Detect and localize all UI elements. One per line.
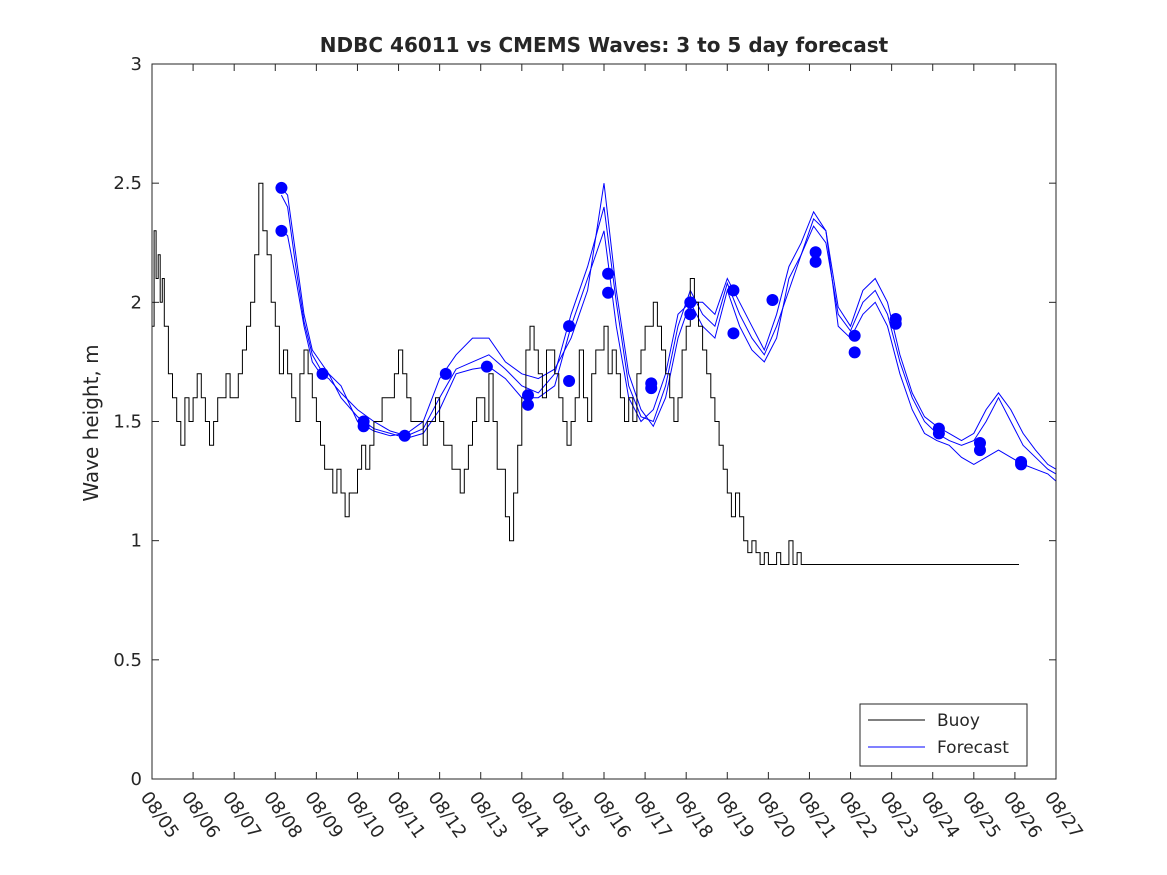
forecast-marker (521, 398, 534, 411)
y-tick-label: 1 (131, 531, 142, 552)
marker-layer (275, 181, 1028, 471)
forecast-marker (521, 389, 534, 402)
forecast-marker (602, 267, 615, 280)
forecast-marker (1015, 458, 1028, 471)
forecast-marker (684, 296, 697, 309)
forecast-marker (809, 246, 822, 259)
legend: Buoy Forecast (859, 703, 1028, 767)
legend-buoy-label: Buoy (937, 711, 980, 731)
forecast-marker (563, 374, 576, 387)
forecast-marker (889, 317, 902, 330)
forecast-marker (316, 367, 329, 380)
y-tick-label: 1.5 (113, 412, 142, 433)
forecast-marker (357, 420, 370, 433)
forecast-marker (932, 427, 945, 440)
forecast-marker (973, 444, 986, 457)
y-tick-label: 0.5 (113, 650, 142, 671)
forecast-marker (602, 286, 615, 299)
forecast-marker (727, 327, 740, 340)
buoy-line (152, 182, 1019, 565)
forecast-marker (848, 329, 861, 342)
y-tick-label: 2 (131, 292, 142, 313)
forecast-marker (398, 429, 411, 442)
forecast-marker (645, 382, 658, 395)
y-tick-label: 2.5 (113, 173, 142, 194)
y-tick-label: 0 (131, 769, 142, 790)
forecast-marker (684, 308, 697, 321)
axes-box (151, 63, 1057, 780)
chart-title: NDBC 46011 vs CMEMS Waves: 3 to 5 day fo… (320, 33, 889, 57)
plot-area (152, 64, 1056, 779)
y-axis-label: Wave height, m (79, 344, 103, 501)
forecast-marker (848, 346, 861, 359)
forecast-marker (766, 293, 779, 306)
forecast-marker (275, 224, 288, 237)
forecast-marker (809, 255, 822, 268)
legend-forecast-label: Forecast (937, 738, 1009, 758)
legend-box (859, 703, 1028, 767)
forecast-marker (275, 181, 288, 194)
y-tick-label: 3 (131, 54, 142, 75)
forecast-marker (439, 367, 452, 380)
forecast-marker (480, 360, 493, 373)
forecast-marker (563, 320, 576, 333)
forecast-marker (727, 284, 740, 297)
